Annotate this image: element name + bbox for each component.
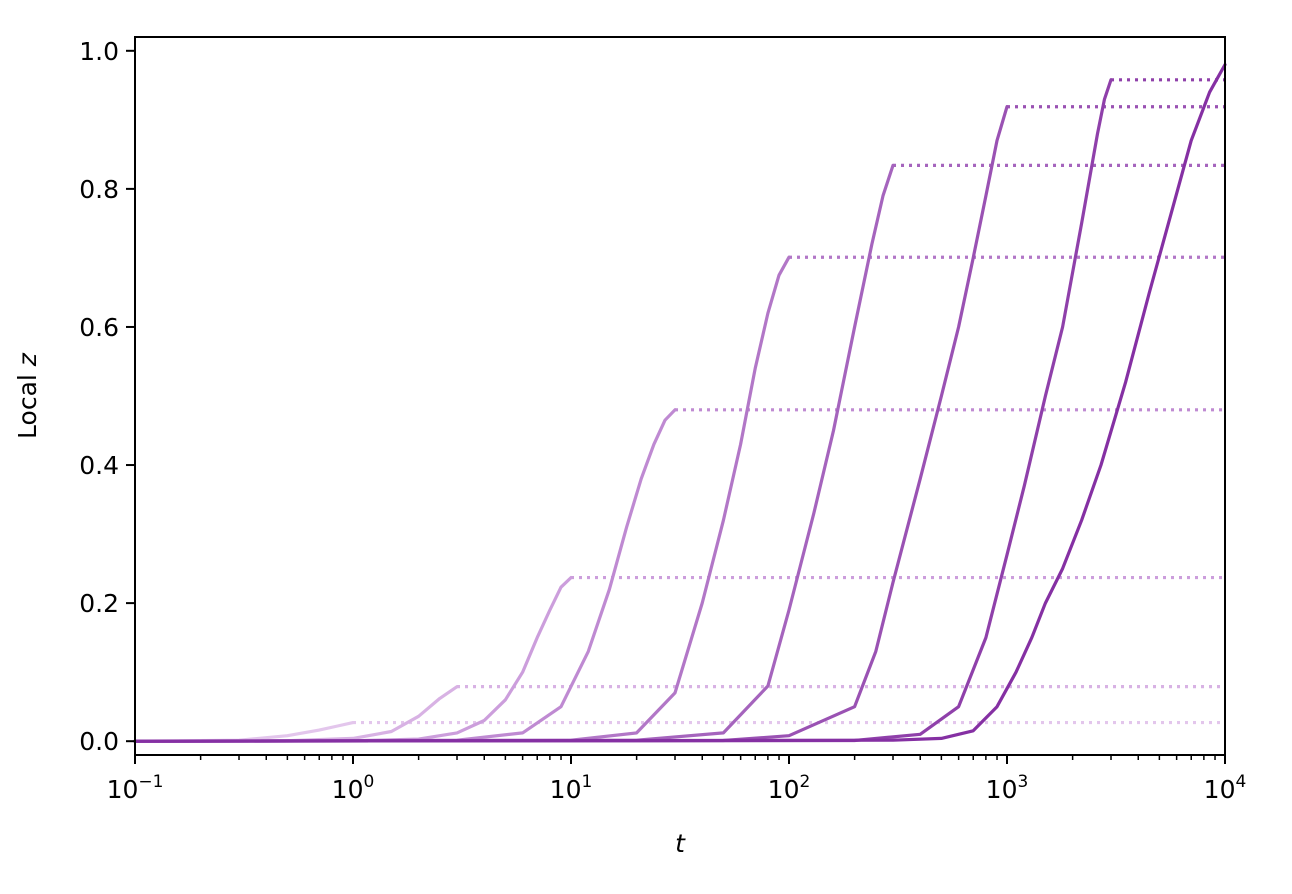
x-tick-label: 104 — [1204, 772, 1247, 804]
series-curve — [133, 78, 1113, 743]
y-axis-label-text: Local — [13, 366, 42, 439]
x-tick-exponent: −1 — [138, 772, 163, 792]
x-tick-label: 103 — [986, 772, 1029, 804]
x-axis: 10−1 100 101 102 103 104 — [107, 755, 1247, 804]
x-tick-label: 101 — [550, 772, 593, 804]
plot-frame — [134, 36, 1226, 756]
y-axis: 0.0 0.2 0.4 0.6 0.8 1.0 — [79, 37, 135, 756]
x-tick-exponent: 1 — [581, 772, 592, 792]
x-tick-exponent: 0 — [363, 772, 374, 792]
x-tick-label: 10−1 — [107, 772, 164, 804]
series-curve — [133, 105, 1009, 743]
x-axis-label: t — [675, 829, 686, 858]
y-tick-label: 0.6 — [79, 313, 119, 342]
x-tick-label: 102 — [768, 772, 811, 804]
series-curve — [133, 62, 1227, 743]
y-tick-label: 1.0 — [79, 37, 119, 66]
y-tick-label: 0.0 — [79, 727, 119, 756]
series-curve — [133, 255, 791, 743]
series-layer — [133, 62, 1227, 743]
x-tick-base: 10 — [986, 775, 1018, 804]
x-tick-base: 10 — [332, 775, 364, 804]
x-tick-exponent: 2 — [799, 772, 810, 792]
x-tick-base: 10 — [107, 775, 139, 804]
y-tick-label: 0.4 — [79, 451, 119, 480]
x-tick-base: 10 — [768, 775, 800, 804]
y-axis-label-variable: z — [13, 352, 42, 367]
y-tick-label: 0.8 — [79, 175, 119, 204]
y-axis-label: Local z — [13, 352, 42, 439]
x-tick-base: 10 — [550, 775, 582, 804]
x-tick-base: 10 — [1204, 775, 1236, 804]
x-tick-label: 100 — [332, 772, 375, 804]
series-curve — [133, 163, 895, 743]
x-tick-exponent: 3 — [1017, 772, 1028, 792]
series-curve — [133, 408, 677, 743]
series-curve — [133, 576, 573, 743]
y-tick-label: 0.2 — [79, 589, 119, 618]
x-tick-exponent: 4 — [1235, 772, 1246, 792]
